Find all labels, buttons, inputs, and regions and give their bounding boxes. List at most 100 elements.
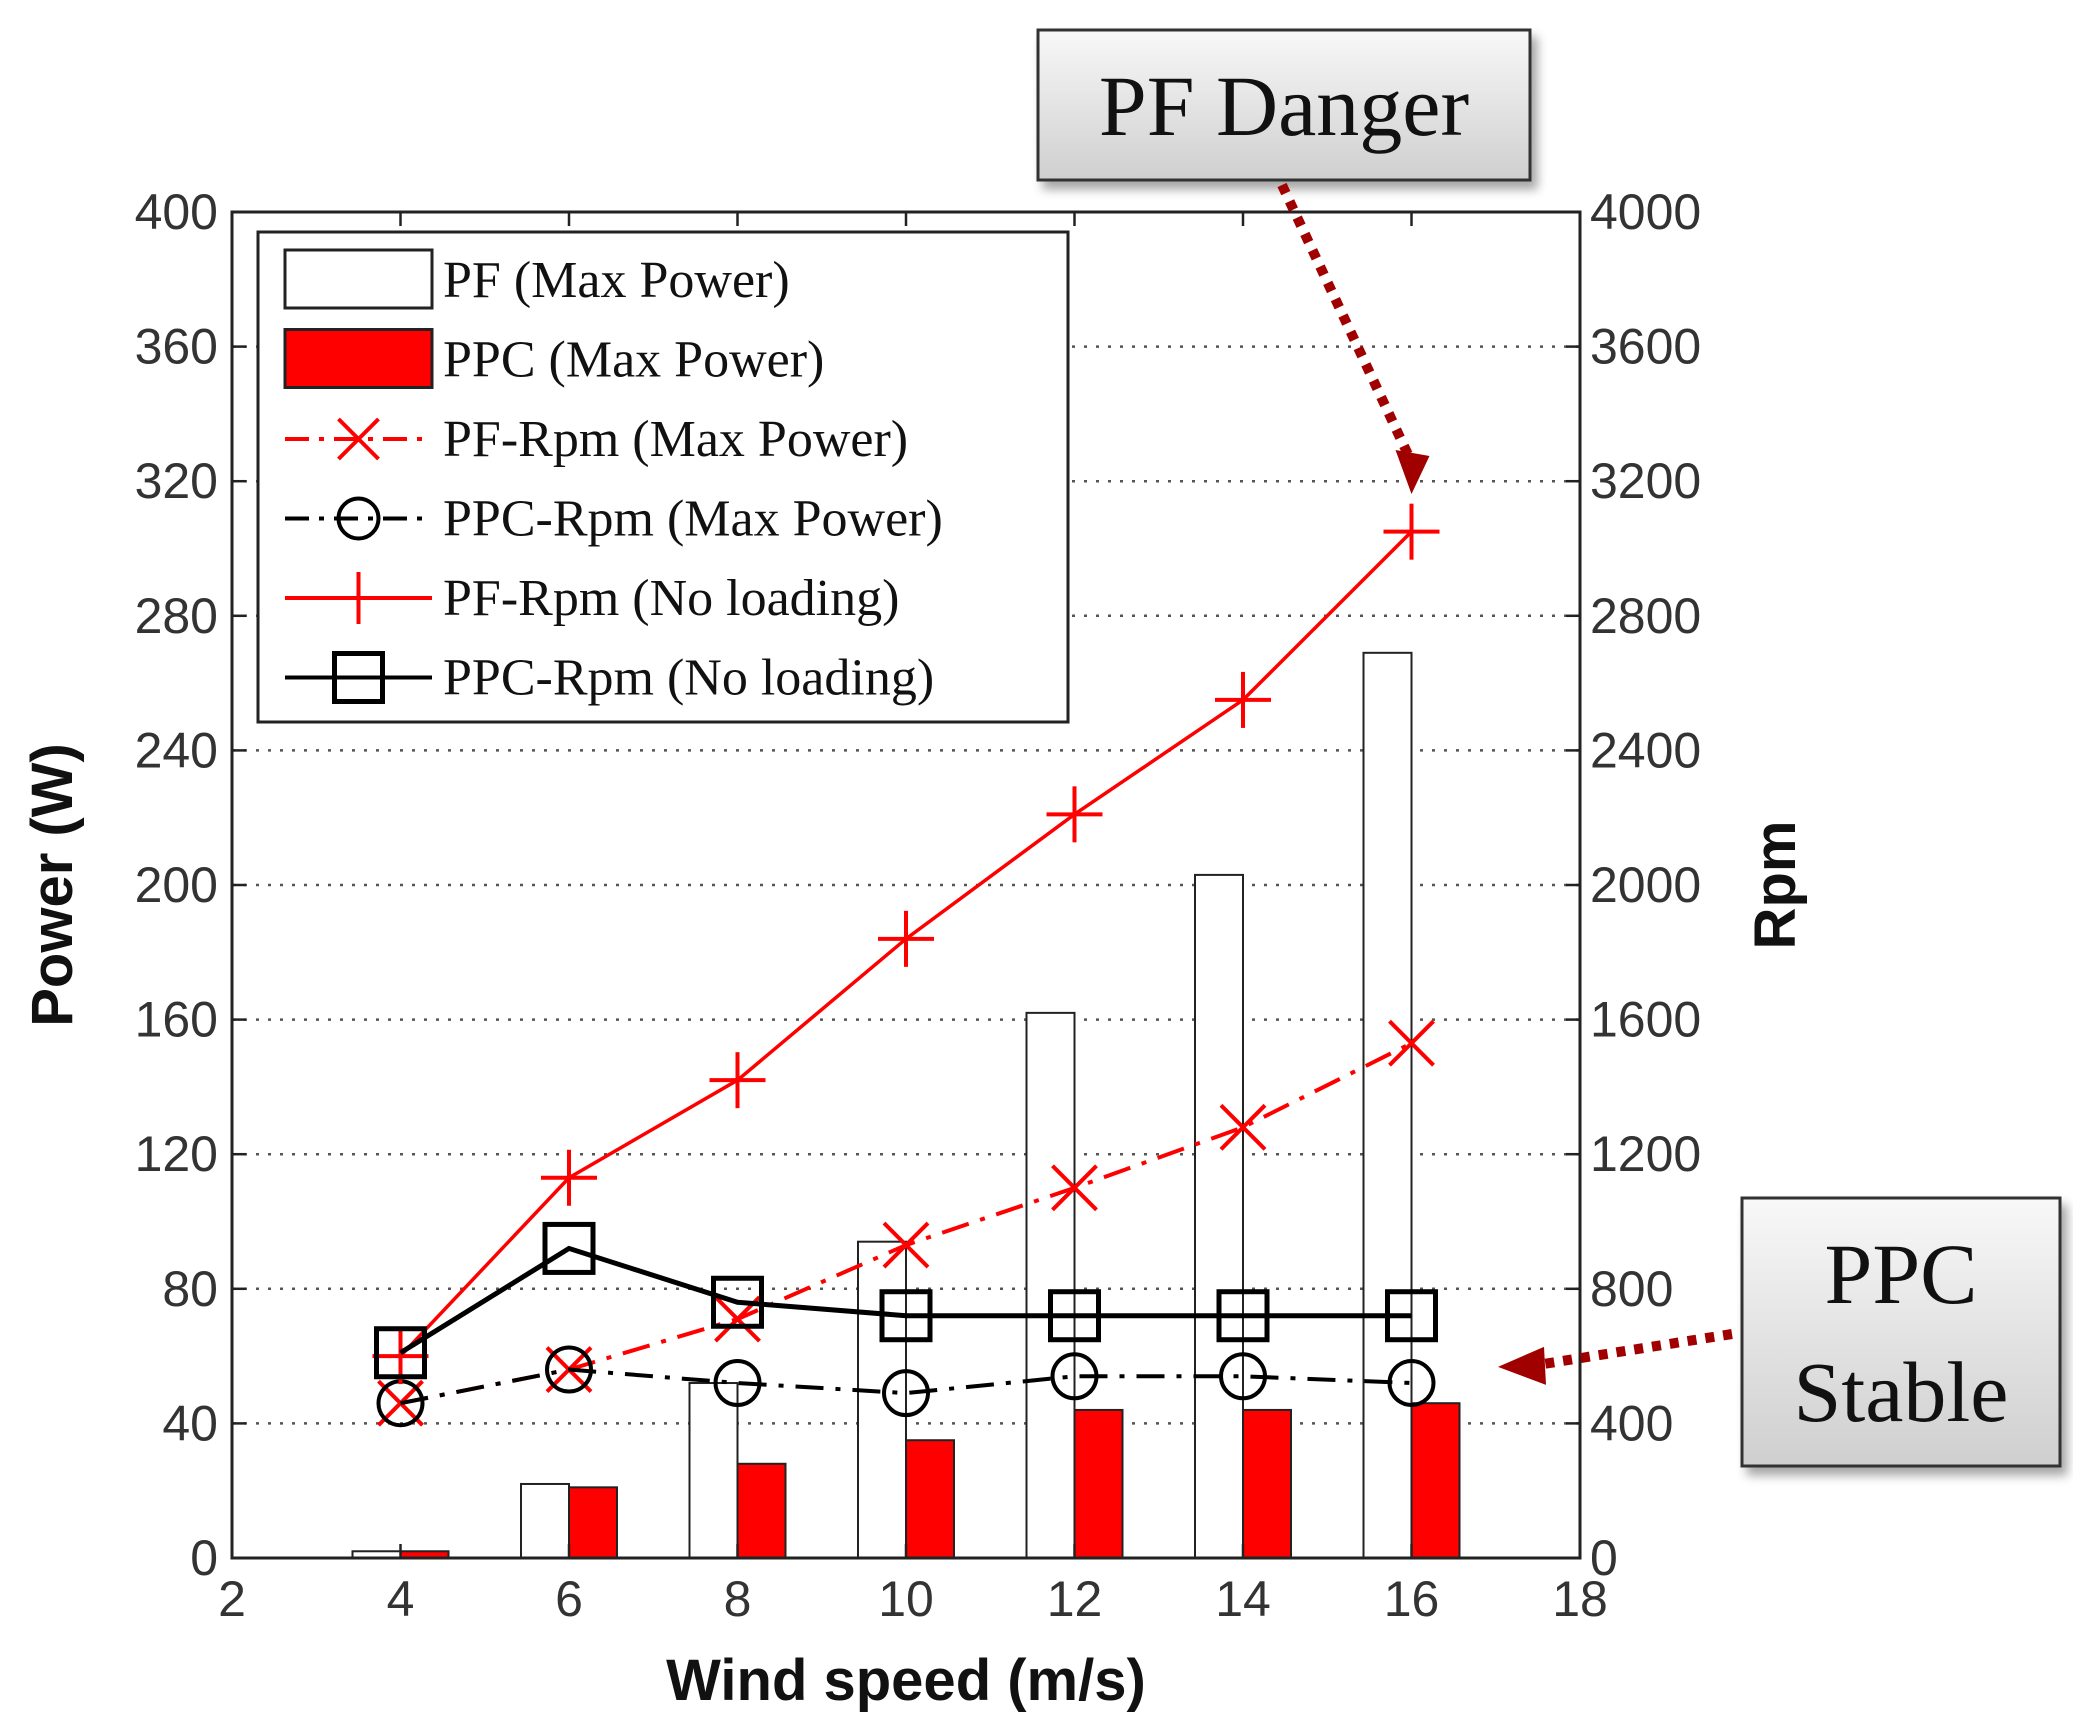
y2-tick-label: 0 (1590, 1530, 1618, 1586)
series-point (1219, 1103, 1267, 1151)
legend-swatch-marker (332, 651, 385, 704)
series-point (882, 1369, 930, 1418)
x-tick-label: 18 (1552, 1571, 1608, 1627)
annotation-box-pf-danger (1036, 28, 1532, 182)
legend-box (256, 230, 1070, 724)
series-point (1383, 503, 1440, 560)
x-tick-label: 8 (724, 1571, 752, 1627)
y2-tick-label: 400 (1590, 1395, 1673, 1451)
y-tick-label: 280 (135, 588, 218, 644)
y2-tick-label: 3200 (1590, 453, 1701, 509)
annotation-label-pf-danger: PF Danger (1099, 58, 1469, 154)
bar-pf (688, 1382, 739, 1560)
annotation-label-ppc-stable: Stable (1794, 1344, 2009, 1440)
legend-label: PPC-Rpm (No loading) (443, 650, 934, 707)
bar-pf (857, 1240, 907, 1559)
series-point (1048, 1289, 1101, 1343)
bars (351, 651, 1461, 1560)
y2-tick-label: 2000 (1590, 857, 1701, 913)
y-tick-label: 400 (135, 184, 218, 240)
y-tick-label: 120 (135, 1126, 218, 1182)
x-tick-label: 6 (555, 1571, 583, 1627)
arrowhead-icon (1395, 450, 1430, 495)
bar-ppc (1073, 1408, 1124, 1559)
y2-tick-label: 4000 (1590, 184, 1701, 240)
y2-tick-label: 800 (1590, 1261, 1673, 1317)
legend-swatch (283, 328, 434, 389)
y-tick-label: 0 (190, 1530, 218, 1586)
series-point (374, 1326, 427, 1380)
series-point (542, 1221, 596, 1275)
legend-swatch-marker (337, 417, 380, 461)
series-point (878, 910, 934, 967)
bar-pf (1194, 873, 1244, 1559)
series-point (1215, 671, 1271, 728)
series-point (709, 1052, 766, 1109)
series-point (1387, 1359, 1436, 1408)
y2-tick-label: 1200 (1590, 1126, 1701, 1182)
x-tick-label: 2 (218, 1571, 246, 1627)
legend-label: PF-Rpm (Max Power) (443, 411, 908, 468)
annotations: PF Danger PPC Stable (1036, 28, 2062, 1468)
tick-labels: 2 4 6 8 10 12 14 16 1804080120160200240280320360… (135, 184, 1702, 1627)
y-tick-label: 240 (135, 722, 218, 778)
legend-label: PF-Rpm (No loading) (443, 570, 899, 627)
legend-swatch (283, 248, 434, 310)
series-point (879, 1289, 933, 1343)
series-point (1046, 786, 1103, 843)
bar-pf (1362, 651, 1413, 1559)
y-tick-label: 40 (162, 1395, 218, 1451)
legend-label: PPC (Max Power) (443, 332, 824, 389)
y-tick-label: 160 (135, 992, 218, 1048)
y-tick-label: 80 (162, 1261, 218, 1317)
x-axis-title: Wind speed (m/s) (666, 1648, 1146, 1713)
annotation-arrow-ppc-stable (1537, 1329, 1733, 1370)
x-tick-label: 4 (387, 1571, 415, 1627)
legend-swatch-marker (336, 496, 381, 541)
x-tick-label: 12 (1047, 1571, 1103, 1627)
legend: PF (Max Power) PPC (Max Power) PF-Rpm (Max… (256, 230, 1070, 724)
series-point (711, 1275, 764, 1329)
x-tick-label: 16 (1384, 1571, 1440, 1627)
series-point (541, 1149, 597, 1206)
arrowhead-icon (1498, 1346, 1546, 1385)
legend-swatch-marker (332, 572, 385, 624)
series-point (713, 1359, 762, 1408)
series-point (882, 1221, 930, 1269)
y2-tick-label: 2400 (1590, 722, 1701, 778)
bar-ppc (568, 1486, 618, 1559)
y-tick-label: 200 (135, 857, 218, 913)
bar-pf (520, 1482, 570, 1559)
bar-ppc (905, 1439, 955, 1559)
y-tick-label: 320 (135, 453, 218, 509)
bar-ppc (736, 1462, 787, 1560)
series-point (545, 1345, 593, 1394)
series-point (1216, 1289, 1270, 1343)
series-point (1050, 1352, 1099, 1401)
series-point (1388, 1019, 1435, 1067)
series-line-3 (399, 1245, 1412, 1355)
y2-axis-title: Rpm (1743, 821, 1808, 950)
x-tick-label: 10 (878, 1571, 934, 1627)
legend-label: PF (Max Power) (443, 252, 790, 309)
x-tick-label: 14 (1215, 1571, 1271, 1627)
series-line-1 (400, 1367, 1412, 1406)
y-axis-title: Power (W) (20, 743, 85, 1027)
y2-tick-label: 2800 (1590, 588, 1701, 644)
bar-pf (1025, 1011, 1076, 1559)
y-tick-label: 360 (135, 319, 218, 375)
series-point (1385, 1289, 1438, 1343)
annotation-label-ppc-stable: PPC (1824, 1226, 1977, 1322)
legend-label: PPC-Rpm (Max Power) (443, 491, 943, 548)
axes (230, 210, 1582, 1560)
bar-ppc (1242, 1408, 1292, 1559)
annotation-box-ppc-stable (1740, 1196, 2062, 1468)
y2-tick-label: 3600 (1590, 319, 1701, 375)
rpm-lines (372, 503, 1440, 1428)
y2-tick-label: 1600 (1590, 992, 1701, 1048)
annotation-arrow-pf-danger (1277, 182, 1417, 465)
series-point (1051, 1164, 1098, 1212)
series-point (1219, 1352, 1267, 1401)
bar-ppc (1410, 1402, 1461, 1559)
